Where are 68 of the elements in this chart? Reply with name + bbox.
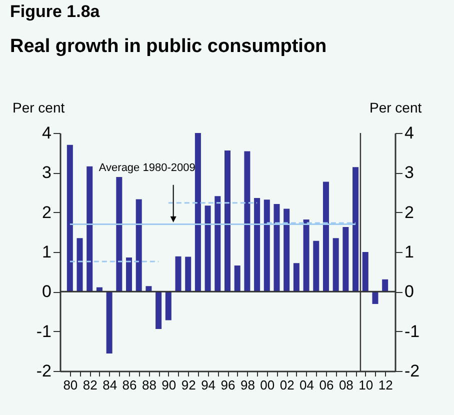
bar [146,286,152,292]
y2-tick-label: -2 [404,362,420,380]
y-tick-label: 3 [42,163,52,182]
x-tick-label: 80 [63,378,78,392]
x-tick-label: 10 [358,378,374,392]
bar [234,265,240,292]
bar [303,219,310,292]
bar [244,151,250,292]
x-tick-label: 04 [300,378,314,392]
bar [214,196,221,292]
x-tick-label: 84 [102,378,118,392]
x-tick-label: 96 [220,378,236,392]
annotation: Average 1980-2009 [98,162,196,174]
bar [274,204,280,292]
x-tick-label: 08 [338,378,354,392]
y2-tick-label: 1 [404,242,414,262]
bar [342,227,349,292]
bar [175,256,182,292]
bar [284,208,290,292]
y-axis-title: Per cent [12,100,65,116]
bar [185,256,192,292]
x-tick-label: 12 [378,378,393,392]
x-tick-label: 90 [162,378,176,392]
bar [136,199,142,292]
bar [264,200,270,292]
x-tick-label: 94 [201,378,216,392]
y2-tick-label: 2 [404,202,414,222]
y-tick-label: 4 [42,124,52,142]
x-tick-label: 02 [280,378,294,392]
y2-tick-label: 4 [404,124,414,142]
x-tick-label: 00 [260,378,275,392]
bar [224,150,230,292]
y-tick-label: -2 [36,362,52,380]
bar [76,238,83,292]
bar [86,166,93,292]
bar [362,252,368,292]
bar [106,292,112,354]
y-tick-label: 1 [42,242,52,262]
chart-title: Figure 1.8a [10,2,100,21]
bar [372,292,378,304]
x-tick-label: 98 [240,378,255,392]
x-tick-label: 86 [122,378,137,392]
x-tick-label: 88 [142,378,156,392]
bar [66,144,73,292]
y-tick-label: -1 [36,322,52,341]
bar [352,167,359,292]
x-tick-label: 06 [319,378,334,392]
y2-tick-label: 0 [404,282,414,302]
bar [204,206,211,292]
chart-subtitle: Real growth in public consumption [10,36,327,57]
bar [194,133,201,292]
y2-tick-label: -1 [404,322,420,341]
y2-axis-title: Per cent [370,100,422,116]
bar [332,238,339,292]
x-tick-label: 82 [82,378,98,392]
bar [382,279,388,292]
bar [313,240,320,292]
bar [156,292,162,329]
bar [322,182,329,292]
bar [116,177,122,292]
x-tick-label: 92 [181,378,196,392]
bar [165,292,172,320]
bar [254,198,260,292]
bar [293,263,300,292]
bar [126,258,132,292]
y-tick-label: 0 [42,282,52,302]
y-tick-label: 2 [42,202,52,222]
y2-tick-label: 3 [404,163,414,182]
